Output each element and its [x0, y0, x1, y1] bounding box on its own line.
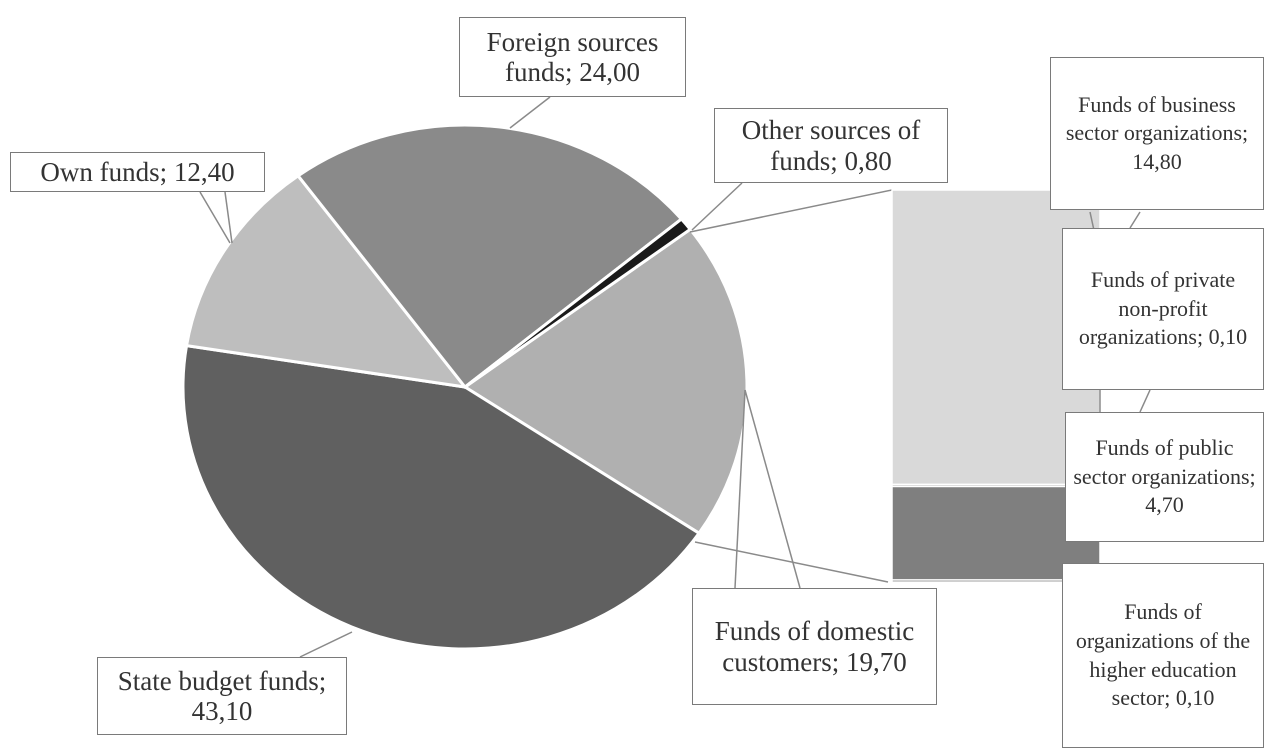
leader-line [299, 631, 353, 658]
leader-line [199, 191, 231, 244]
data-label: Other sources of funds; 0,80 [714, 108, 948, 183]
leader-line [509, 96, 551, 129]
leader-line [689, 189, 893, 233]
data-label: Funds of public sector organizations; 4,… [1065, 412, 1264, 542]
data-label: Funds of domestic customers; 19,70 [692, 588, 937, 705]
pie-slice [464, 216, 693, 389]
data-label: State budget funds; 43,10 [97, 657, 347, 735]
pie-slice [462, 227, 749, 536]
data-label: Own funds; 12,40 [10, 152, 265, 192]
leader-line [744, 389, 801, 589]
data-label: Foreign sources funds; 24,00 [459, 17, 686, 97]
leader-line [691, 182, 743, 231]
data-label: Funds of private non-profit organization… [1062, 228, 1264, 390]
data-label: Funds of business sector organizations; … [1050, 57, 1264, 210]
leader-line [734, 389, 746, 589]
leader-line [694, 541, 889, 583]
data-label: Funds of organizations of the higher edu… [1062, 563, 1264, 748]
leader-line [1129, 211, 1141, 229]
pie-slice [184, 173, 469, 390]
pie-slice [181, 343, 702, 651]
leader-line [224, 191, 233, 244]
leader-line [1139, 389, 1151, 413]
pie-slice [295, 123, 684, 390]
